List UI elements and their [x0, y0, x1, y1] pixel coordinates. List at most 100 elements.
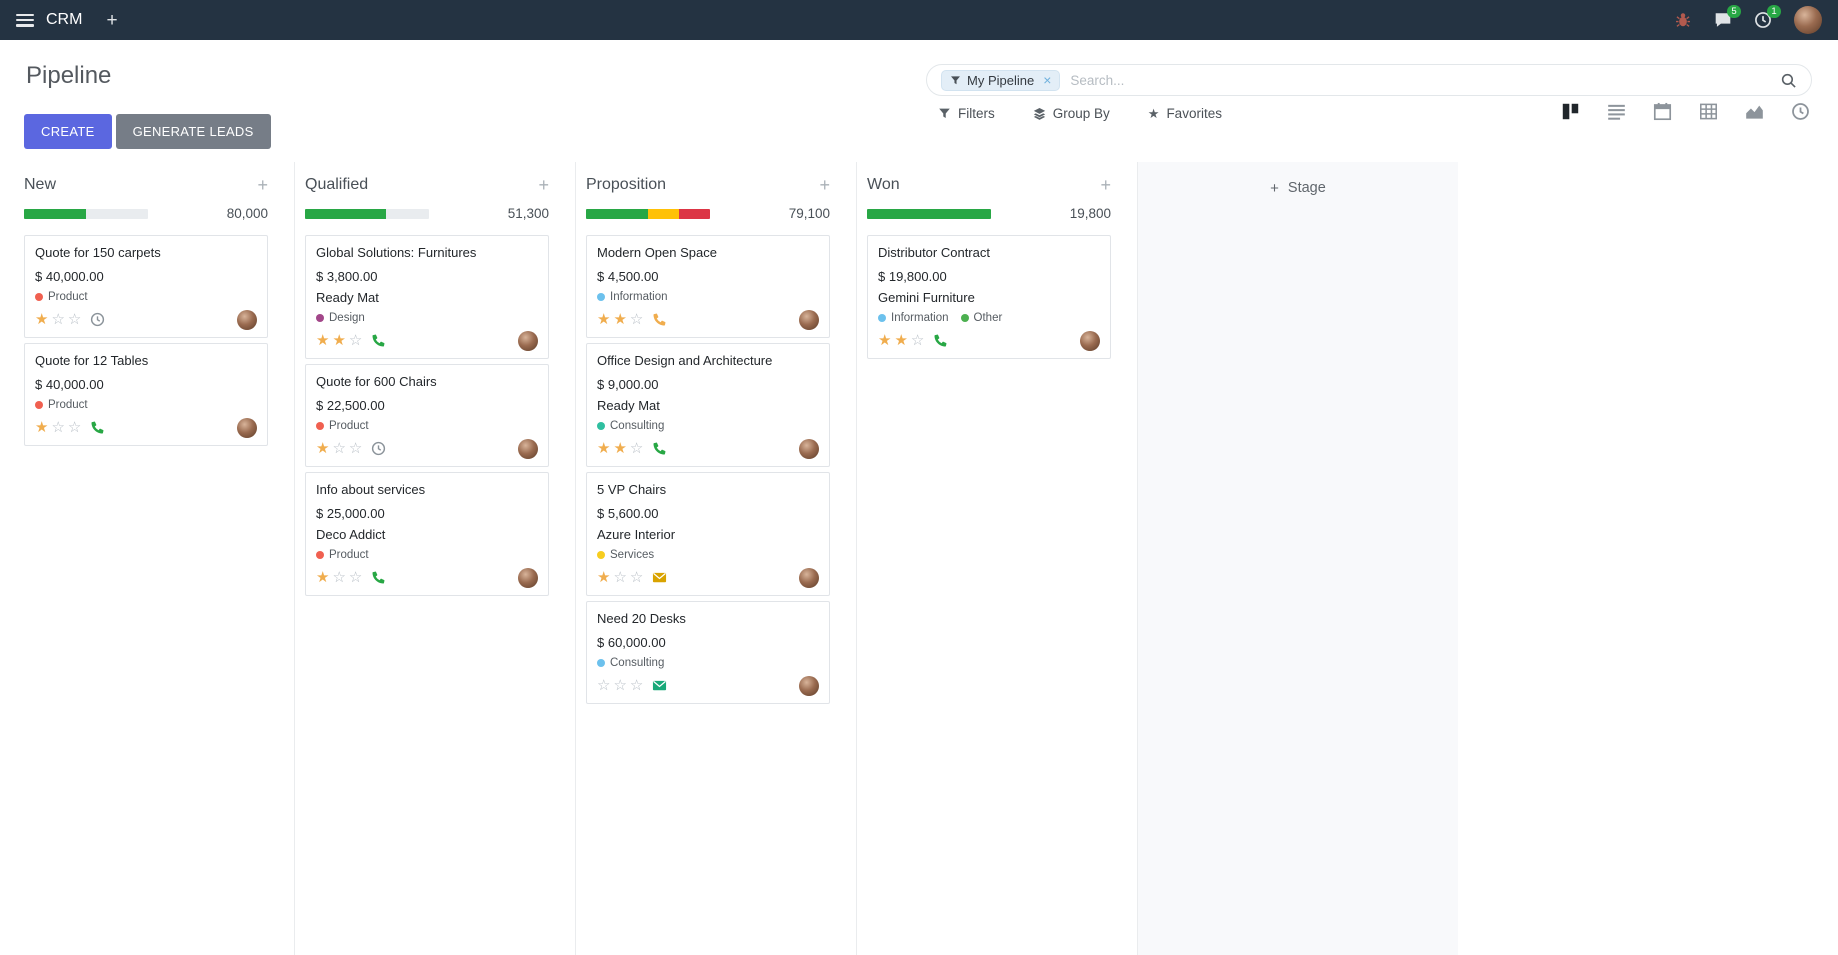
priority-star-icon[interactable]: ☆: [348, 569, 363, 587]
priority-star-icon[interactable]: ★: [597, 311, 611, 329]
search-bar[interactable]: My Pipeline ×: [926, 64, 1812, 96]
create-button[interactable]: CREATE: [24, 114, 112, 149]
priority-star-icon[interactable]: ☆: [51, 311, 65, 329]
activity-phone-icon[interactable]: [652, 441, 667, 456]
priority-star-icon[interactable]: ☆: [332, 440, 346, 458]
activity-envelope-icon[interactable]: [652, 678, 667, 693]
tag-label: Consulting: [610, 656, 665, 669]
activity-clock-icon[interactable]: [371, 441, 386, 456]
kanban-card[interactable]: 5 VP Chairs $ 5,600.00 Azure Interior Se…: [586, 471, 830, 596]
priority-star-icon[interactable]: ★: [597, 440, 611, 458]
activity-phone-icon[interactable]: [933, 333, 948, 348]
priority-star-icon[interactable]: ☆: [348, 440, 363, 458]
search-facet[interactable]: My Pipeline ×: [941, 69, 1061, 91]
salesperson-avatar: [237, 417, 257, 438]
column-progressbar[interactable]: [867, 208, 991, 219]
menu-toggle-icon[interactable]: [16, 13, 34, 27]
activity-clock-icon[interactable]: [90, 312, 105, 327]
debug-bug-icon[interactable]: [1674, 11, 1692, 29]
topbar-add-icon[interactable]: +: [106, 9, 118, 31]
progressbar-segment[interactable]: [679, 208, 710, 219]
priority-star-icon[interactable]: ★: [316, 569, 330, 587]
priority-star-icon[interactable]: ★: [613, 311, 627, 329]
priority-star-icon[interactable]: ☆: [629, 677, 644, 695]
filters-menu[interactable]: Filters: [938, 106, 995, 121]
priority-star-icon[interactable]: ☆: [910, 332, 925, 350]
priority-star-icon[interactable]: ☆: [67, 311, 82, 329]
column-progressbar[interactable]: [24, 208, 148, 219]
kanban-card[interactable]: Quote for 600 Chairs $ 22,500.00 Product…: [305, 363, 549, 467]
priority-star-icon[interactable]: ★: [597, 569, 611, 587]
priority-star-icon[interactable]: ☆: [613, 569, 627, 587]
column-title: New: [24, 176, 57, 193]
priority-star-icon[interactable]: ☆: [597, 677, 611, 695]
activity-envelope-icon[interactable]: [652, 570, 667, 585]
kanban-card[interactable]: Global Solutions: Furnitures $ 3,800.00 …: [305, 235, 549, 359]
progressbar-segment[interactable]: [24, 208, 86, 219]
priority-star-icon[interactable]: ★: [332, 332, 346, 350]
priority-star-icon[interactable]: ☆: [51, 419, 65, 437]
kanban-card[interactable]: Quote for 150 carpets $ 40,000.00 Produc…: [24, 235, 268, 338]
progressbar-segment[interactable]: [586, 208, 648, 219]
activity-phone-icon[interactable]: [652, 312, 667, 327]
view-kanban-icon[interactable]: [1561, 102, 1580, 121]
kanban-card[interactable]: Quote for 12 Tables $ 40,000.00 Product …: [24, 342, 268, 446]
messages-icon[interactable]: 5: [1714, 5, 1741, 29]
column-title: Won: [867, 176, 900, 193]
search-input[interactable]: [1070, 72, 1780, 88]
activities-clock-icon[interactable]: 1: [1754, 5, 1781, 29]
card-amount: $ 60,000.00: [597, 634, 666, 650]
column-total: 19,800: [1069, 206, 1111, 221]
view-activity-icon[interactable]: [1791, 102, 1810, 121]
priority-star-icon[interactable]: ☆: [348, 332, 363, 350]
tag-list: Information Other: [878, 312, 1100, 324]
view-calendar-icon[interactable]: [1653, 102, 1672, 121]
priority-star-icon[interactable]: ☆: [629, 440, 644, 458]
activity-phone-icon[interactable]: [371, 333, 386, 348]
tag-color-dot: [597, 658, 605, 667]
activity-phone-icon[interactable]: [90, 420, 105, 435]
topbar: CRM + 5 1: [0, 0, 1838, 40]
priority-star-icon[interactable]: ☆: [629, 311, 644, 329]
priority-star-icon[interactable]: ★: [316, 332, 330, 350]
column-header: Proposition +: [586, 176, 830, 194]
search-icon[interactable]: [1780, 72, 1797, 89]
group-by-label: Group By: [1052, 106, 1110, 121]
progressbar-segment[interactable]: [305, 208, 386, 219]
priority-star-icon[interactable]: ★: [894, 332, 908, 350]
priority-star-icon[interactable]: ★: [35, 311, 49, 329]
add-stage-button[interactable]: + Stage: [1270, 180, 1326, 196]
column-quick-add-icon[interactable]: +: [257, 175, 268, 195]
column-quick-add-icon[interactable]: +: [819, 175, 830, 195]
priority-star-icon[interactable]: ☆: [332, 569, 346, 587]
facet-remove-icon[interactable]: ×: [1043, 72, 1052, 88]
favorites-menu[interactable]: ★ Favorites: [1148, 106, 1222, 121]
column-progressbar[interactable]: [586, 208, 710, 219]
activity-phone-icon[interactable]: [371, 570, 386, 585]
priority-star-icon[interactable]: ☆: [67, 419, 82, 437]
column-quick-add-icon[interactable]: +: [538, 175, 549, 195]
kanban-card[interactable]: Office Design and Architecture $ 9,000.0…: [586, 342, 830, 467]
kanban-card[interactable]: Distributor Contract $ 19,800.00 Gemini …: [867, 235, 1111, 359]
priority-star-icon[interactable]: ☆: [613, 677, 627, 695]
priority-star-icon[interactable]: ☆: [629, 569, 644, 587]
priority-star-icon[interactable]: ★: [35, 419, 49, 437]
app-name[interactable]: CRM: [46, 11, 83, 28]
column-quick-add-icon[interactable]: +: [1100, 175, 1111, 195]
kanban-card[interactable]: Modern Open Space $ 4,500.00 Information…: [586, 235, 830, 338]
progressbar-segment[interactable]: [648, 208, 679, 219]
progressbar-segment[interactable]: [867, 208, 991, 219]
generate-leads-button[interactable]: GENERATE LEADS: [115, 114, 271, 149]
priority-star-icon[interactable]: ★: [613, 440, 627, 458]
view-pivot-icon[interactable]: [1699, 102, 1718, 121]
kanban-card[interactable]: Info about services $ 25,000.00 Deco Add…: [305, 471, 549, 596]
user-avatar[interactable]: [1794, 6, 1822, 34]
card-title: Quote for 150 carpets: [35, 245, 161, 260]
column-progressbar[interactable]: [305, 208, 429, 219]
priority-star-icon[interactable]: ★: [316, 440, 330, 458]
view-list-icon[interactable]: [1607, 102, 1626, 121]
view-graph-icon[interactable]: [1745, 102, 1764, 121]
kanban-card[interactable]: Need 20 Desks $ 60,000.00 Consulting ☆ ☆ ☆: [586, 600, 830, 704]
priority-star-icon[interactable]: ★: [878, 332, 892, 350]
group-by-menu[interactable]: Group By: [1033, 106, 1110, 121]
